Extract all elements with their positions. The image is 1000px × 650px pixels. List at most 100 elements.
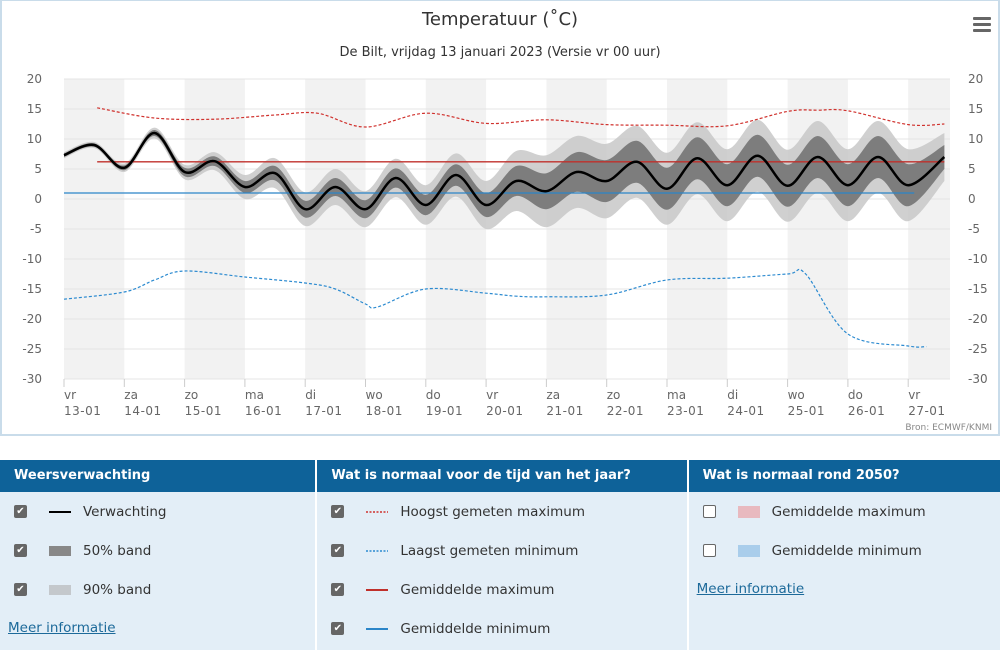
checkbox-unchecked[interactable] <box>702 544 716 557</box>
x-tick-date: 24-01 <box>727 404 764 418</box>
y-tick-label-left: 10 <box>27 132 42 146</box>
legend-item-verwachting[interactable]: ✔ Verwachting <box>0 492 315 531</box>
legend-header: Wat is normaal voor de tijd van het jaar… <box>317 460 687 492</box>
blue-dotted-line-icon <box>366 549 389 552</box>
x-tick-date: 25-01 <box>788 404 825 418</box>
dark-grey-swatch-icon <box>49 545 71 556</box>
x-tick-day: do <box>848 388 863 402</box>
chart-subtitle: De Bilt, vrijdag 13 januari 2023 (Versie… <box>339 45 661 60</box>
x-tick-day: ma <box>245 388 264 402</box>
x-tick-day: di <box>727 388 738 402</box>
y-tick-label-right: 10 <box>968 132 983 146</box>
y-tick-label-left: -30 <box>22 372 42 386</box>
temperature-plot: 20 20 15 15 10 10 5 5 0 0 -5 -5 -10 -10 -15 -15 -20 -20 -2… <box>22 72 988 418</box>
x-tick-date: 23-01 <box>667 404 704 418</box>
y-tick-label-right: 20 <box>968 72 983 86</box>
x-tick-day: di <box>305 388 316 402</box>
legend-label: 50% band <box>83 542 152 559</box>
legend-item-avg-min[interactable]: ✔ Gemiddelde minimum <box>317 609 686 648</box>
x-tick-day: vr <box>908 388 920 402</box>
y-tick-label-left: 20 <box>27 72 42 86</box>
checkbox-checked[interactable]: ✔ <box>14 544 27 557</box>
y-tick-label-left: -20 <box>22 312 42 326</box>
x-tick-date: 26-01 <box>848 404 885 418</box>
x-tick-date: 13-01 <box>64 404 101 418</box>
legend-item-90-band[interactable]: ✔ 90% band <box>0 570 315 609</box>
checkbox-checked[interactable]: ✔ <box>14 505 27 518</box>
chart-container: Temperatuur (˚C) De Bilt, vrijdag 13 jan… <box>0 0 1000 436</box>
y-tick-label-right: -5 <box>968 222 980 236</box>
light-blue-swatch-icon <box>737 544 760 557</box>
legend-item-record-max[interactable]: ✔ Hoogst gemeten maximum <box>317 492 686 531</box>
y-tick-label-left: -15 <box>22 282 42 296</box>
checkbox-checked[interactable]: ✔ <box>331 544 345 557</box>
checkbox-checked[interactable]: ✔ <box>14 583 27 596</box>
black-line-icon <box>49 510 71 513</box>
y-tick-label-left: -25 <box>22 342 42 356</box>
x-tick-date: 14-01 <box>124 404 161 418</box>
y-tick-label-right: -15 <box>968 282 988 296</box>
legend-panel: Weersverwachting ✔ Verwachting ✔ 50% band … <box>0 460 1000 650</box>
checkbox-unchecked[interactable] <box>702 505 716 518</box>
red-dotted-line-icon <box>366 510 389 513</box>
hamburger-icon[interactable] <box>973 17 991 35</box>
y-tick-label-left: 15 <box>27 102 42 116</box>
source-credit: Bron: ECMWF/KNMI <box>905 423 992 433</box>
light-grey-swatch-icon <box>49 584 71 595</box>
y-tick-label-right: 0 <box>968 192 976 206</box>
x-tick-date: 17-01 <box>305 404 342 418</box>
x-tick-date: 15-01 <box>185 404 222 418</box>
y-tick-label-left: -5 <box>30 222 42 236</box>
checkbox-checked[interactable]: ✔ <box>331 583 345 596</box>
legend-label: Gemiddelde maximum <box>771 503 926 520</box>
y-tick-label-right: -25 <box>968 342 988 356</box>
record-max-line <box>97 107 945 128</box>
chart-title: Temperatuur (˚C) <box>421 9 579 30</box>
legend-header: Weersverwachting <box>0 460 316 492</box>
legend-label: 90% band <box>83 581 152 598</box>
record-min-line <box>63 268 927 348</box>
y-tick-label-right: -10 <box>968 252 988 266</box>
x-tick-day: wo <box>366 388 383 402</box>
legend-label: Verwachting <box>83 503 167 520</box>
legend-normal: Wat is normaal voor de tijd van het jaar… <box>317 460 689 650</box>
legend-header: Wat is normaal rond 2050? <box>688 460 1000 492</box>
legend-item-avg-max[interactable]: ✔ Gemiddelde maximum <box>317 570 686 609</box>
forecast-line <box>63 131 946 211</box>
x-tick-date: 21-01 <box>546 404 583 418</box>
x-tick-day: za <box>124 388 138 402</box>
legend-item-2050-max[interactable]: Gemiddelde maximum <box>689 492 1000 531</box>
pink-swatch-icon <box>737 505 760 518</box>
x-tick-date: 19-01 <box>426 404 463 418</box>
x-tick-day: do <box>426 388 441 402</box>
x-tick-day: ma <box>667 388 686 402</box>
legend-forecast: Weersverwachting ✔ Verwachting ✔ 50% band … <box>0 460 318 650</box>
legend-label: Gemiddelde minimum <box>771 542 922 559</box>
x-tick-day: za <box>546 388 560 402</box>
red-line-icon <box>366 588 389 591</box>
x-tick-date: 27-01 <box>908 404 945 418</box>
x-tick-day: vr <box>486 388 498 402</box>
y-tick-label-left: -10 <box>22 252 42 266</box>
y-tick-label-left: 5 <box>34 162 42 176</box>
y-tick-label-right: -20 <box>968 312 988 326</box>
x-tick-date: 22-01 <box>607 404 644 418</box>
x-tick-day: zo <box>607 388 621 402</box>
x-tick-day: vr <box>64 388 76 402</box>
legend-label: Hoogst gemeten maximum <box>400 503 586 520</box>
y-tick-label-left: 0 <box>34 192 42 206</box>
checkbox-checked[interactable]: ✔ <box>331 622 345 635</box>
meer-informatie-link[interactable]: Meer informatie <box>8 620 116 636</box>
legend-item-record-min[interactable]: ✔ Laagst gemeten minimum <box>317 531 686 570</box>
meer-informatie-link[interactable]: Meer informatie <box>696 581 805 597</box>
legend-2050: Wat is normaal rond 2050? Gemiddelde max… <box>688 460 1000 650</box>
legend-item-2050-min[interactable]: Gemiddelde minimum <box>689 531 1000 570</box>
blue-line-icon <box>366 627 389 630</box>
y-tick-label-right: -30 <box>968 372 988 386</box>
band-50 <box>64 129 945 219</box>
checkbox-checked[interactable]: ✔ <box>331 505 345 518</box>
y-tick-label-right: 15 <box>968 102 983 116</box>
legend-item-50-band[interactable]: ✔ 50% band <box>0 531 315 570</box>
x-tick-day: zo <box>185 388 199 402</box>
x-tick-date: 20-01 <box>486 404 523 418</box>
